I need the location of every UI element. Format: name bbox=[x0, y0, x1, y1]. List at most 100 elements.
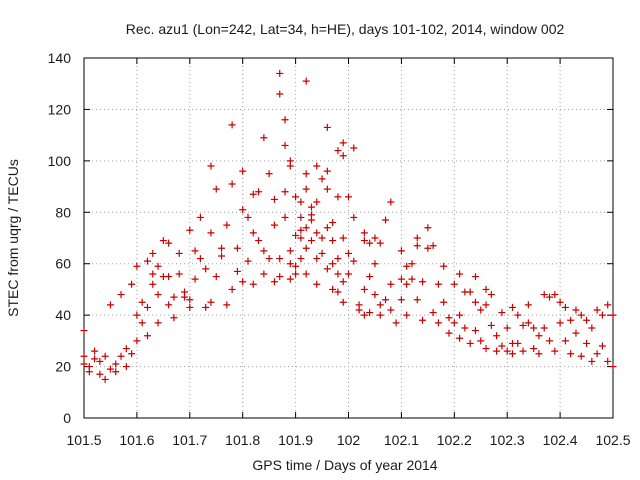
data-point bbox=[561, 337, 569, 345]
data-point bbox=[345, 249, 352, 257]
data-point bbox=[434, 319, 442, 327]
data-point bbox=[276, 273, 284, 281]
data-point bbox=[551, 347, 559, 355]
data-point bbox=[207, 229, 215, 237]
data-point bbox=[313, 198, 321, 206]
data-point bbox=[292, 262, 300, 270]
data-point bbox=[339, 234, 347, 242]
data-point bbox=[128, 280, 136, 288]
data-point bbox=[244, 213, 252, 221]
data-point bbox=[567, 350, 575, 358]
x-tick-label: 102.3 bbox=[490, 432, 525, 448]
data-point bbox=[292, 193, 300, 201]
data-point bbox=[101, 375, 109, 383]
data-point bbox=[434, 280, 442, 288]
data-point bbox=[471, 327, 479, 335]
data-point bbox=[212, 273, 220, 281]
data-point bbox=[482, 285, 490, 293]
data-point bbox=[91, 355, 99, 363]
data-point bbox=[239, 206, 247, 214]
data-point bbox=[85, 368, 93, 376]
data-point bbox=[530, 324, 538, 332]
data-point bbox=[524, 301, 532, 309]
data-point bbox=[80, 352, 88, 360]
data-point bbox=[207, 298, 215, 306]
data-point bbox=[366, 273, 374, 281]
data-point bbox=[450, 280, 458, 288]
y-tick-label: 100 bbox=[48, 153, 72, 169]
data-point bbox=[286, 275, 294, 283]
data-point bbox=[218, 244, 226, 252]
tick-marks bbox=[83, 57, 614, 419]
data-point bbox=[535, 350, 543, 358]
data-point bbox=[91, 347, 99, 355]
data-point bbox=[598, 311, 606, 319]
y-tick-label: 60 bbox=[55, 256, 71, 272]
data-point bbox=[567, 316, 575, 324]
data-point bbox=[577, 352, 585, 360]
y-tick-label: 80 bbox=[55, 204, 71, 220]
x-tick-label: 102.1 bbox=[384, 432, 419, 448]
data-point bbox=[286, 247, 294, 255]
data-point bbox=[450, 319, 458, 327]
data-point bbox=[133, 262, 141, 270]
data-point bbox=[318, 175, 326, 183]
data-point bbox=[583, 316, 591, 324]
data-point bbox=[588, 324, 596, 332]
data-point bbox=[313, 162, 321, 170]
data-point bbox=[546, 337, 554, 345]
x-tick-label: 101.7 bbox=[172, 432, 207, 448]
data-point bbox=[440, 262, 448, 270]
data-point bbox=[413, 296, 421, 304]
data-point bbox=[313, 229, 321, 237]
data-point bbox=[456, 334, 464, 342]
y-axis-label: STEC from uqrg / TECUs bbox=[5, 159, 21, 317]
data-point bbox=[313, 255, 321, 263]
x-tick-label: 102.4 bbox=[543, 432, 578, 448]
data-point bbox=[588, 357, 596, 365]
data-point bbox=[556, 319, 564, 327]
data-point bbox=[519, 321, 527, 329]
data-point bbox=[175, 249, 183, 257]
data-point bbox=[477, 306, 485, 314]
data-point bbox=[149, 270, 157, 278]
data-point bbox=[466, 339, 474, 347]
data-point bbox=[413, 234, 421, 242]
data-point bbox=[249, 229, 257, 237]
data-point bbox=[281, 141, 289, 149]
data-point bbox=[143, 332, 151, 340]
data-point bbox=[260, 134, 268, 142]
data-point bbox=[196, 213, 204, 221]
data-point bbox=[307, 203, 315, 211]
data-point bbox=[397, 296, 405, 304]
data-point bbox=[371, 260, 379, 268]
data-point bbox=[456, 270, 464, 278]
data-point bbox=[350, 144, 358, 152]
data-point bbox=[170, 293, 178, 301]
data-point bbox=[403, 311, 411, 319]
y-tick-label: 20 bbox=[55, 359, 71, 375]
x-axis-label: GPS time / Days of year 2014 bbox=[252, 457, 437, 473]
data-point bbox=[323, 123, 331, 131]
data-point bbox=[313, 280, 321, 288]
data-point bbox=[339, 152, 347, 160]
grid-lines bbox=[84, 58, 613, 418]
data-point bbox=[397, 247, 405, 255]
data-point bbox=[334, 288, 342, 296]
data-point bbox=[429, 242, 437, 250]
data-point bbox=[191, 275, 199, 283]
data-point bbox=[191, 247, 199, 255]
data-point bbox=[281, 188, 289, 196]
data-point bbox=[429, 309, 437, 317]
data-point bbox=[260, 270, 268, 278]
data-point bbox=[80, 360, 88, 368]
data-point bbox=[323, 224, 331, 232]
data-point bbox=[419, 316, 427, 324]
data-point bbox=[360, 311, 368, 319]
data-point bbox=[556, 298, 564, 306]
data-point bbox=[334, 193, 342, 201]
data-point bbox=[477, 337, 485, 345]
data-point bbox=[202, 303, 210, 311]
data-point bbox=[403, 262, 411, 270]
